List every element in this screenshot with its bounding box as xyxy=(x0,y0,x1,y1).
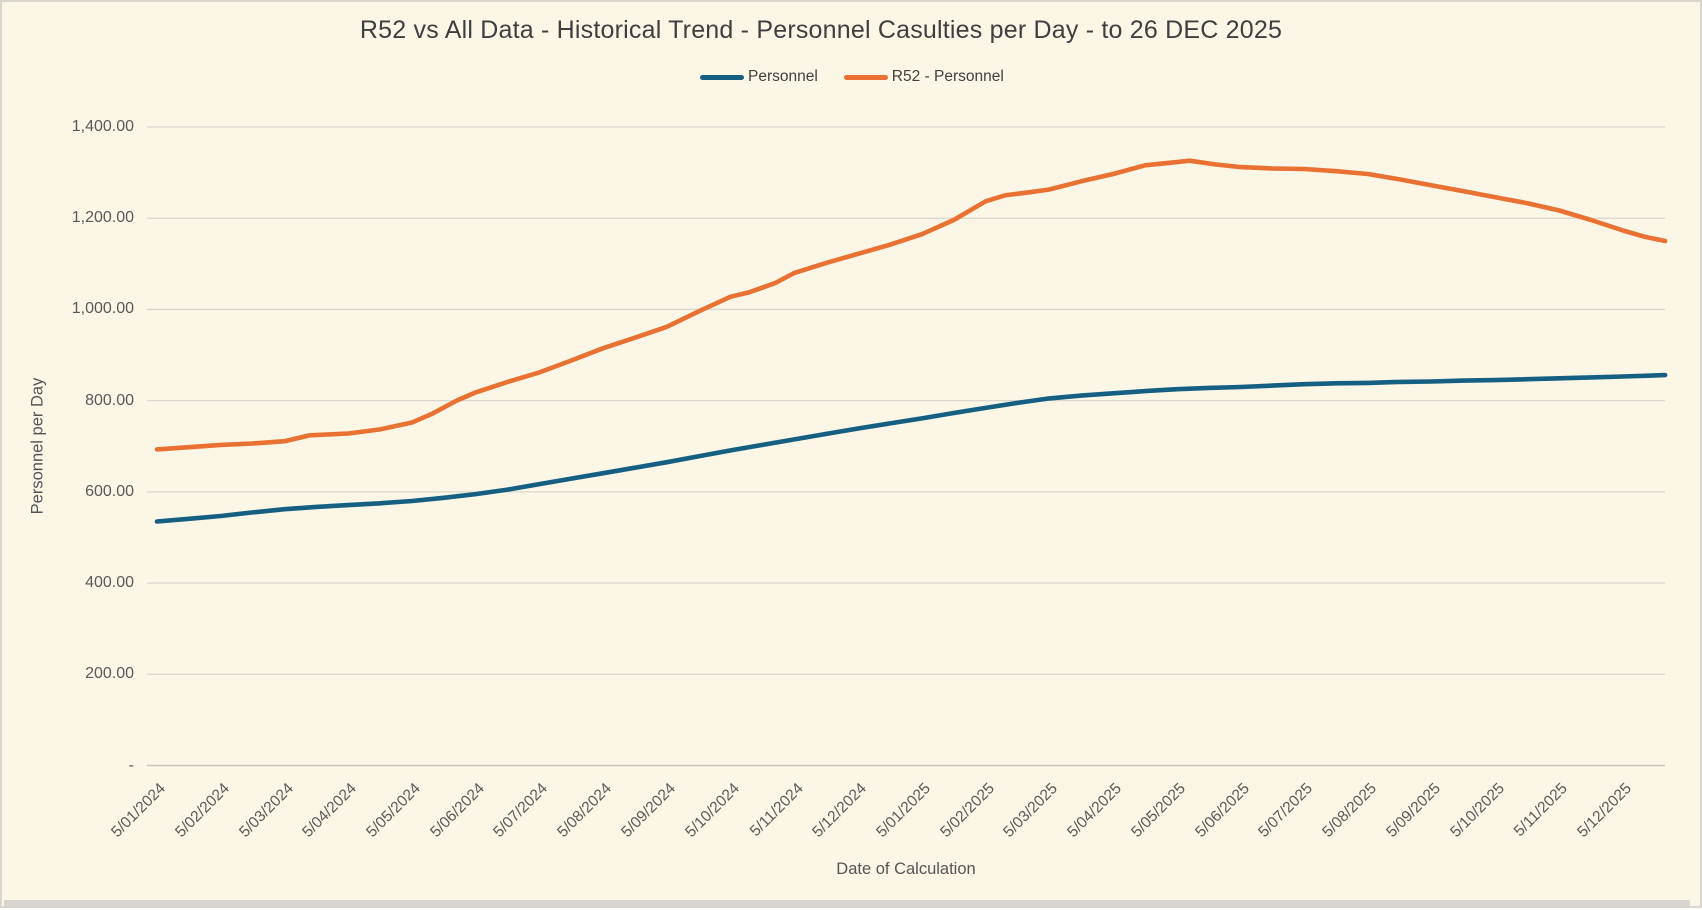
series-line-personnel xyxy=(154,372,1668,524)
legend-swatch-r52-personnel xyxy=(843,74,888,80)
series-line-r52-personnel xyxy=(154,158,1668,452)
legend-item-personnel: Personnel xyxy=(700,68,818,86)
legend-swatch-personnel xyxy=(700,74,744,80)
y-tick-label: 1,400.00 xyxy=(71,118,134,135)
y-tick-label: 600.00 xyxy=(85,482,134,500)
y-tick-label: 800.00 xyxy=(85,391,134,409)
y-tick-label: 200.00 xyxy=(85,665,134,683)
legend-label-personnel: Personnel xyxy=(748,68,818,85)
chart-title: R52 vs All Data - Historical Trend - Per… xyxy=(359,16,1283,44)
legend-item-r52-personnel: R52 - Personnel xyxy=(843,68,1004,86)
chart-legend: Personnel R52 - Personnel xyxy=(700,68,1004,86)
y-tick-label: 400.00 xyxy=(85,574,134,592)
y-tick-label: 1,000.00 xyxy=(71,300,134,318)
horizontal-scrollbar[interactable] xyxy=(4,900,1690,906)
y-tick-label: 1,200.00 xyxy=(71,209,134,227)
x-axis-title: Date of Calculation xyxy=(836,860,976,878)
y-tick-label: - xyxy=(128,756,134,774)
legend-label-r52-personnel: R52 - Personnel xyxy=(891,68,1004,85)
